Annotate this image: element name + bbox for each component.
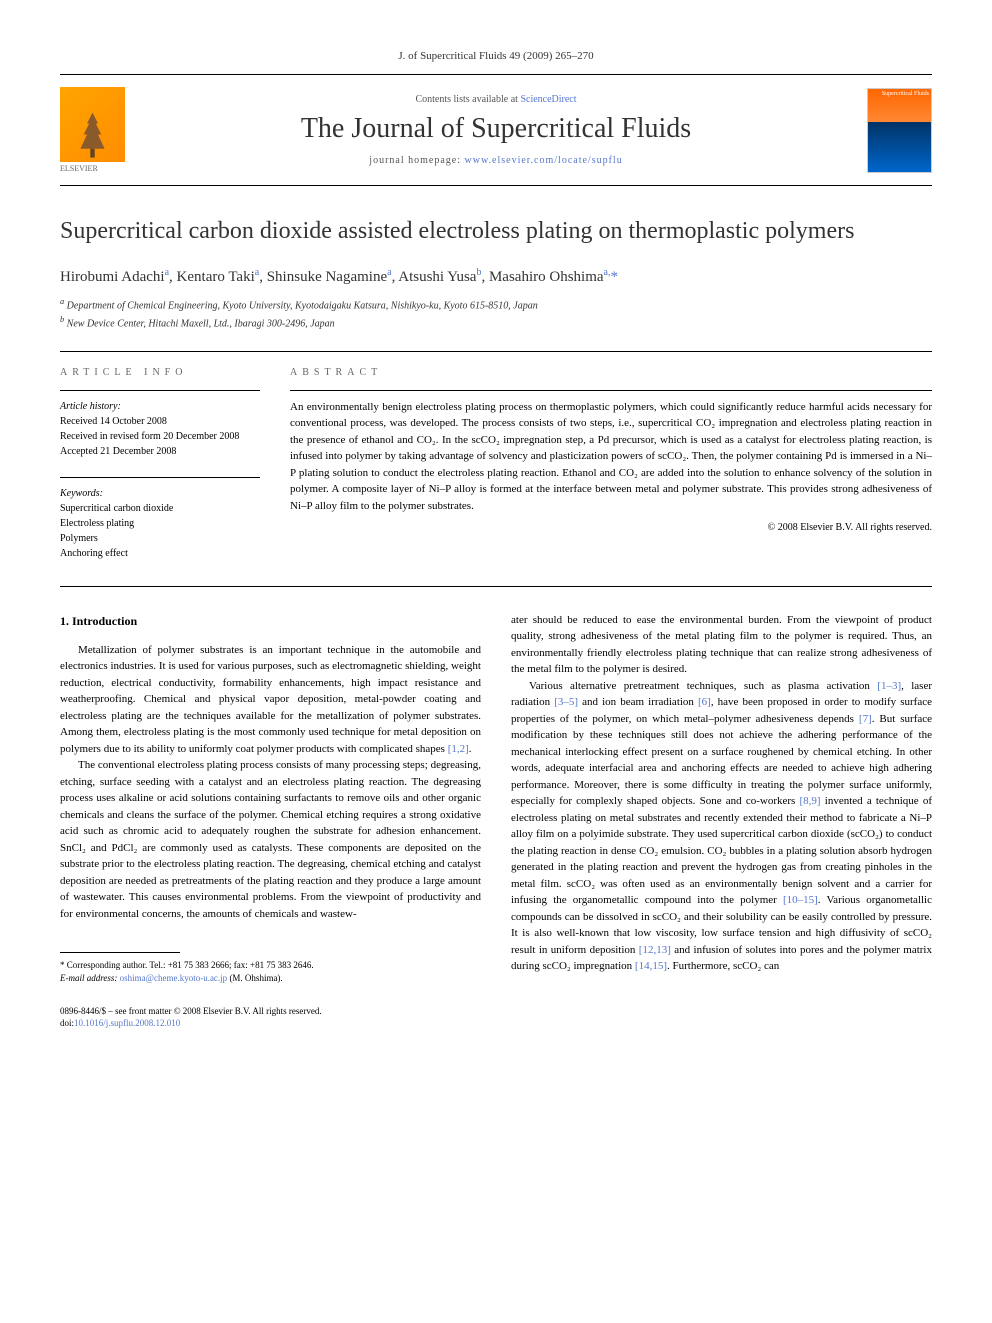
body-columns: 1. Introduction Metallization of polymer… xyxy=(60,612,932,1030)
body-column-right: ater should be reduced to ease the envir… xyxy=(511,612,932,1030)
banner: ELSEVIER Contents lists available at Sci… xyxy=(60,74,932,186)
ref-link[interactable]: [3–5] xyxy=(554,696,578,708)
elsevier-label: ELSEVIER xyxy=(60,164,125,173)
homepage-link[interactable]: www.elsevier.com/locate/supflu xyxy=(465,155,623,166)
article-history: Article history: Received 14 October 200… xyxy=(60,399,260,459)
ref-link[interactable]: [1–3] xyxy=(877,680,901,692)
page-footer: 0896-8446/$ – see front matter © 2008 El… xyxy=(60,1005,481,1030)
keyword-3: Polymers xyxy=(60,531,260,546)
keyword-2: Electroless plating xyxy=(60,516,260,531)
divider xyxy=(60,351,932,352)
banner-center: Contents lists available at ScienceDirec… xyxy=(140,94,852,166)
keyword-4: Anchoring effect xyxy=(60,546,260,561)
email-line: E-mail address: oshima@cheme.kyoto-u.ac.… xyxy=(60,972,481,985)
history-revised: Received in revised form 20 December 200… xyxy=(60,429,260,444)
ref-link[interactable]: [6] xyxy=(698,696,711,708)
article-info-column: ARTICLE INFO Article history: Received 1… xyxy=(60,367,260,561)
body-p3: ater should be reduced to ease the envir… xyxy=(511,612,932,678)
keywords-block: Keywords: Supercritical carbon dioxide E… xyxy=(60,486,260,561)
body-p2: The conventional electroless plating pro… xyxy=(60,757,481,922)
ref-link[interactable]: [8,9] xyxy=(800,795,821,807)
section-heading-intro: 1. Introduction xyxy=(60,612,481,630)
journal-title: The Journal of Supercritical Fluids xyxy=(140,113,852,145)
footnote-separator xyxy=(60,952,180,953)
email-link[interactable]: oshima@cheme.kyoto-u.ac.jp xyxy=(120,973,228,983)
homepage-line: journal homepage: www.elsevier.com/locat… xyxy=(140,155,852,166)
article-info-label: ARTICLE INFO xyxy=(60,367,260,378)
info-abstract-row: ARTICLE INFO Article history: Received 1… xyxy=(60,367,932,561)
abstract-copyright: © 2008 Elsevier B.V. All rights reserved… xyxy=(290,522,932,533)
corresponding-author: * Corresponding author. Tel.: +81 75 383… xyxy=(60,959,481,972)
abstract-column: ABSTRACT An environmentally benign elect… xyxy=(290,367,932,561)
ref-link[interactable]: [1,2] xyxy=(448,743,469,755)
keyword-1: Supercritical carbon dioxide xyxy=(60,501,260,516)
cover-text: Supercritical Fluids xyxy=(882,91,929,97)
footnotes: * Corresponding author. Tel.: +81 75 383… xyxy=(60,959,481,984)
cover-thumbnail: Supercritical Fluids xyxy=(867,88,932,173)
doi-line: doi:10.1016/j.supflu.2008.12.010 xyxy=(60,1017,481,1030)
article-history-label: Article history: xyxy=(60,399,260,414)
abstract-label: ABSTRACT xyxy=(290,367,932,378)
affiliation-b: b New Device Center, Hitachi Maxell, Ltd… xyxy=(60,314,932,331)
abstract-text: An environmentally benign electroless pl… xyxy=(290,399,932,515)
history-received: Received 14 October 2008 xyxy=(60,414,260,429)
page-container: J. of Supercritical Fluids 49 (2009) 265… xyxy=(0,0,992,1080)
ref-link[interactable]: [14,15] xyxy=(635,960,667,972)
issn-line: 0896-8446/$ – see front matter © 2008 El… xyxy=(60,1005,481,1018)
sciencedirect-link[interactable]: ScienceDirect xyxy=(520,94,576,105)
authors-line: Hirobumi Adachia, Kentaro Takia, Shinsuk… xyxy=(60,267,932,286)
body-column-left: 1. Introduction Metallization of polymer… xyxy=(60,612,481,1030)
homepage-prefix: journal homepage: xyxy=(369,155,464,166)
ref-link[interactable]: [10–15] xyxy=(783,894,818,906)
ref-link[interactable]: [12,13] xyxy=(639,944,671,956)
journal-header: J. of Supercritical Fluids 49 (2009) 265… xyxy=(60,50,932,62)
body-p4: Various alternative pretreatment techniq… xyxy=(511,678,932,975)
elsevier-logo-block: ELSEVIER xyxy=(60,87,125,173)
ref-link[interactable]: [7] xyxy=(859,713,872,725)
doi-link[interactable]: 10.1016/j.supflu.2008.12.010 xyxy=(74,1018,180,1028)
divider xyxy=(60,586,932,587)
contents-line: Contents lists available at ScienceDirec… xyxy=(140,94,852,105)
keywords-label: Keywords: xyxy=(60,486,260,501)
contents-prefix: Contents lists available at xyxy=(415,94,520,105)
affiliations: a Department of Chemical Engineering, Ky… xyxy=(60,296,932,331)
history-accepted: Accepted 21 December 2008 xyxy=(60,444,260,459)
article-title: Supercritical carbon dioxide assisted el… xyxy=(60,216,932,247)
elsevier-tree-icon xyxy=(60,87,125,162)
affiliation-a: a Department of Chemical Engineering, Ky… xyxy=(60,296,932,313)
body-p1: Metallization of polymer substrates is a… xyxy=(60,642,481,758)
